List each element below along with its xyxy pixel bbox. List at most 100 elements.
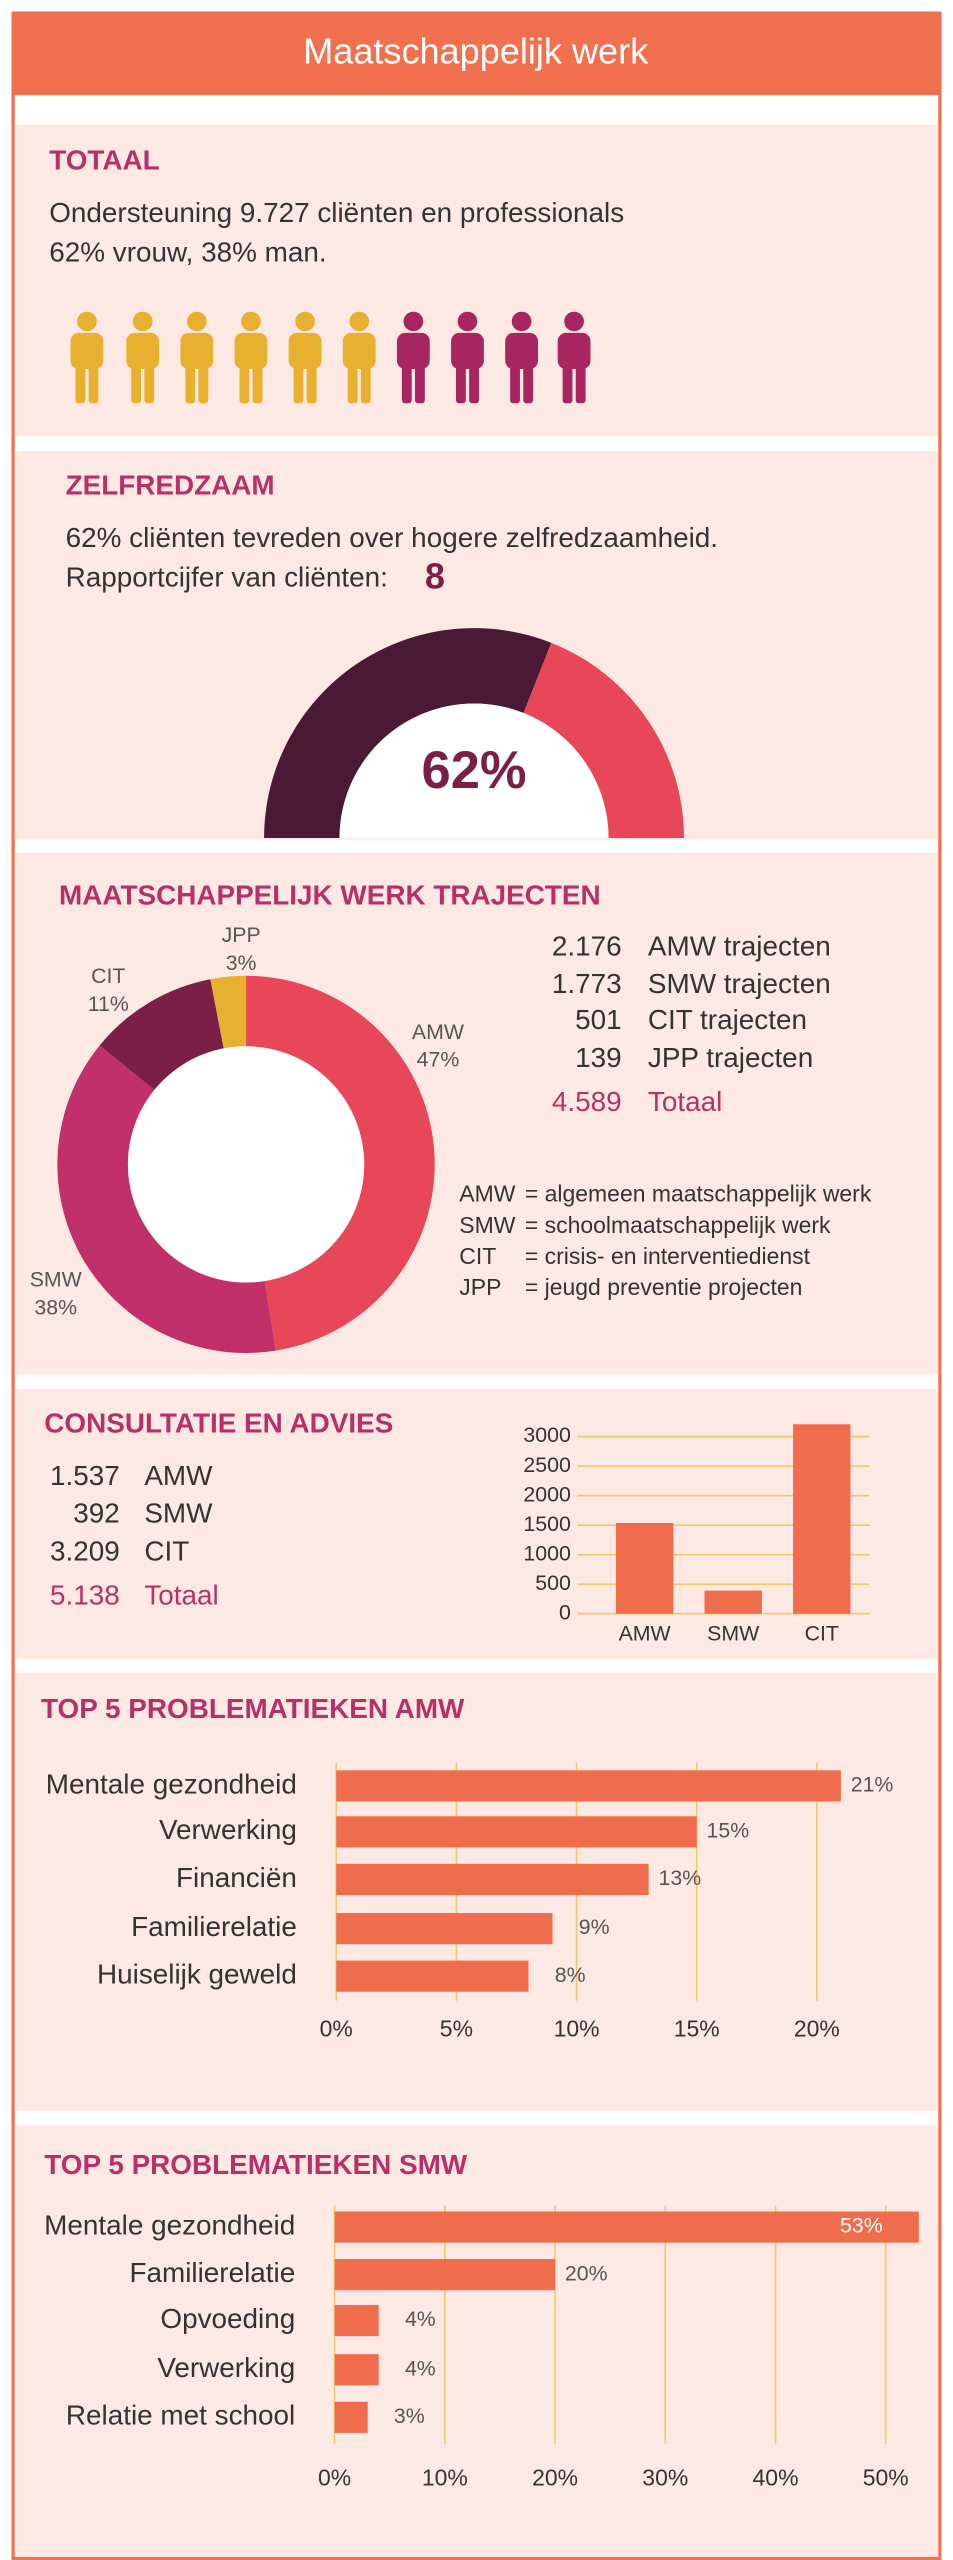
- value-label: 53%: [840, 2214, 883, 2238]
- category-label: Huiselijk geweld: [97, 1959, 297, 1990]
- section-title: TOTAAL: [49, 145, 159, 176]
- category-label: Mentale gezondheid: [46, 1768, 297, 1799]
- category-label: Familierelatie: [131, 1911, 297, 1942]
- text-line: Ondersteuning 9.727 cliënten en professi…: [49, 197, 624, 228]
- section-title: ZELFREDZAAM: [66, 469, 275, 500]
- bar: [334, 2354, 379, 2386]
- row-number: 501: [575, 1004, 622, 1035]
- section-title: TOP 5 PROBLEMATIEKEN AMW: [41, 1693, 465, 1724]
- x-tick-label: 40%: [753, 2465, 799, 2491]
- gauge-segment: [523, 642, 684, 839]
- donut-category: JPP: [222, 923, 261, 947]
- row-label: AMW trajecten: [648, 930, 831, 961]
- row-label: SMW: [144, 1498, 213, 1529]
- bar: [336, 1863, 649, 1895]
- total-number: 4.589: [552, 1086, 622, 1117]
- text-line: 62% vrouw, 38% man.: [49, 237, 326, 268]
- header-title: Maatschappelijk werk: [303, 31, 649, 72]
- x-tick-label: 15%: [674, 2015, 720, 2041]
- bar: [336, 1816, 697, 1848]
- bar: [336, 1913, 553, 1945]
- y-tick-label: 0: [559, 1600, 571, 1624]
- legend-abbr: AMW: [459, 1181, 515, 1207]
- legend-def: = algemeen maatschappelijk werk: [525, 1181, 872, 1207]
- category-label: Relatie met school: [66, 2400, 295, 2431]
- category-label: Mentale gezondheid: [44, 2209, 295, 2240]
- donut-category: SMW: [30, 1267, 83, 1291]
- legend-def: = crisis- en interventiedienst: [525, 1243, 811, 1269]
- x-tick-label: 0%: [320, 2015, 353, 2041]
- value-label: 8%: [555, 1963, 586, 1987]
- bar: [704, 1590, 762, 1614]
- row-number: 1.537: [50, 1460, 120, 1491]
- donut-hole: [127, 1046, 365, 1283]
- y-tick-label: 500: [535, 1571, 571, 1595]
- legend-def: = schoolmaatschappelijk werk: [525, 1212, 831, 1238]
- y-tick-label: 2000: [523, 1482, 571, 1506]
- value-label: 4%: [405, 2307, 436, 2331]
- value-label: 21%: [851, 1773, 894, 1797]
- legend-abbr: JPP: [459, 1274, 501, 1300]
- donut-value-label: 38%: [34, 1295, 77, 1319]
- text-line: 62% cliënten tevreden over hogere zelfre…: [66, 522, 718, 553]
- x-tick-label: AMW: [619, 1622, 672, 1646]
- row-label: CIT: [144, 1535, 189, 1566]
- row-label: SMW trajecten: [648, 968, 831, 999]
- row-number: 3.209: [50, 1535, 120, 1566]
- row-label: JPP trajecten: [648, 1042, 813, 1073]
- section-title: TOP 5 PROBLEMATIEKEN SMW: [44, 2149, 468, 2180]
- donut-value-label: 47%: [417, 1048, 460, 1072]
- y-tick-label: 3000: [523, 1423, 571, 1447]
- donut-segment: [57, 1045, 276, 1353]
- y-tick-label: 2500: [523, 1453, 571, 1477]
- category-label: Verwerking: [157, 2352, 295, 2383]
- gauge-center: [339, 703, 609, 839]
- row-label: CIT trajecten: [648, 1004, 807, 1035]
- y-tick-label: 1000: [523, 1541, 571, 1565]
- value-label: 9%: [579, 1915, 610, 1939]
- value-label: 15%: [707, 1818, 750, 1842]
- total-label: Totaal: [144, 1580, 218, 1611]
- bar: [334, 2211, 919, 2243]
- legend-abbr: CIT: [459, 1243, 496, 1269]
- category-label: Opvoeding: [160, 2303, 295, 2334]
- legend-abbr: SMW: [459, 1212, 515, 1238]
- section-bg: [14, 2125, 939, 2557]
- total-label: Totaal: [648, 1086, 722, 1117]
- legend-def: = jeugd preventie projecten: [525, 1274, 803, 1300]
- row-number: 2.176: [552, 930, 622, 961]
- donut-segment: [210, 975, 247, 1049]
- donut-segment: [99, 979, 224, 1090]
- x-tick-label: CIT: [805, 1622, 839, 1646]
- x-tick-label: 10%: [422, 2465, 468, 2491]
- value-label: 4%: [405, 2356, 436, 2380]
- row-number: 139: [575, 1042, 622, 1073]
- x-tick-label: 50%: [863, 2465, 909, 2491]
- y-tick-label: 1500: [523, 1512, 571, 1536]
- value-label: 20%: [565, 2261, 608, 2285]
- bar: [793, 1424, 851, 1614]
- row-label: AMW: [144, 1460, 213, 1491]
- bar: [334, 2401, 368, 2433]
- bar: [336, 1960, 529, 1992]
- donut-category: CIT: [91, 964, 125, 988]
- value-label: 13%: [658, 1866, 701, 1890]
- row-number: 1.773: [552, 968, 622, 999]
- bar: [334, 2304, 379, 2337]
- donut-value-label: 3%: [226, 951, 257, 975]
- total-number: 5.138: [50, 1580, 120, 1611]
- category-label: Verwerking: [159, 1814, 297, 1845]
- category-label: Familierelatie: [129, 2257, 295, 2288]
- donut-value-label: 11%: [88, 992, 129, 1016]
- x-tick-label: 10%: [554, 2015, 600, 2041]
- donut-segment: [246, 975, 435, 1351]
- bar: [615, 1522, 674, 1614]
- section-title: CONSULTATIE EN ADVIES: [44, 1407, 393, 1438]
- category-label: Financiën: [176, 1862, 297, 1893]
- header-bar: [13, 13, 940, 96]
- x-tick-label: 5%: [440, 2015, 473, 2041]
- donut-category: AMW: [412, 1020, 465, 1044]
- grade: 8: [425, 555, 445, 596]
